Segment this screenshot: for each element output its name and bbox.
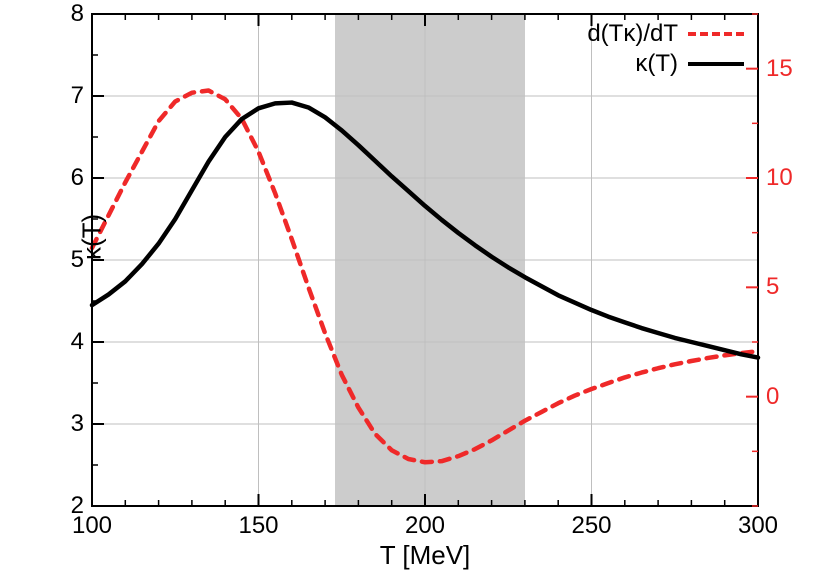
legend-swatch xyxy=(688,62,744,66)
x-tick-label: 150 xyxy=(238,512,278,540)
x-axis-label: T [MeV] xyxy=(380,540,471,571)
y-left-tick-label: 3 xyxy=(71,410,84,438)
grid xyxy=(92,14,758,506)
x-tick-label: 200 xyxy=(405,512,445,540)
y-left-tick-label: 2 xyxy=(71,492,84,520)
legend-label: κ(T) xyxy=(635,50,678,78)
y-left-tick-label: 8 xyxy=(71,0,84,28)
legend-swatch xyxy=(688,32,744,36)
legend-label: d(Tκ)/dT xyxy=(587,20,678,48)
chart-svg xyxy=(92,14,758,506)
x-tick-label: 250 xyxy=(571,512,611,540)
y-left-tick-label: 7 xyxy=(71,82,84,110)
plot-area: 1001502002503002345678051015T [MeV]κ(T)d… xyxy=(92,14,758,506)
y-right-tick-label: 0 xyxy=(766,383,779,411)
y-left-tick-label: 6 xyxy=(71,164,84,192)
x-tick-label: 300 xyxy=(738,512,778,540)
y-right-tick-label: 5 xyxy=(766,273,779,301)
y-right-tick-label: 15 xyxy=(766,55,793,83)
y-right-tick-label: 10 xyxy=(766,164,793,192)
legend: d(Tκ)/dTκ(T) xyxy=(587,20,744,78)
y-left-tick-label: 4 xyxy=(71,328,84,356)
legend-entry: d(Tκ)/dT xyxy=(587,20,744,48)
legend-entry: κ(T) xyxy=(635,50,744,78)
